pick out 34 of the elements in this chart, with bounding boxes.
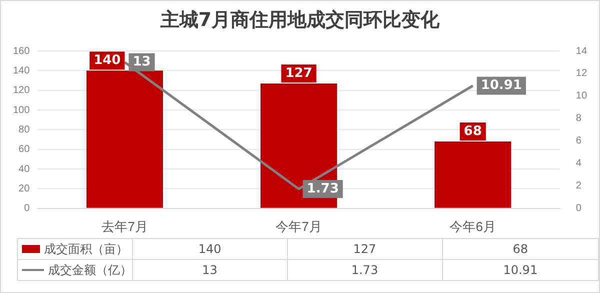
x-tick-label: 今年6月 — [450, 218, 496, 234]
annotation: 1.73 — [306, 181, 339, 196]
chart-title: 主城7月商住用地成交同环比变化 — [159, 8, 441, 33]
y-tick-label: 160 — [12, 46, 30, 57]
y2-tick-label: 12 — [576, 68, 588, 80]
annotation: 68 — [464, 124, 482, 139]
x-tick-label: 去年7月 — [102, 218, 148, 234]
y-tick-label: 120 — [12, 85, 30, 96]
y2-tick-label: 8 — [576, 113, 582, 124]
y2-tick-label: 10 — [576, 90, 588, 102]
y-tick-label: 140 — [12, 65, 30, 76]
legend-label: 成交金额（亿） — [18, 260, 132, 280]
annotation: 140 — [94, 53, 121, 68]
y-tick-label: 60 — [18, 144, 30, 156]
data-label: 10.91 — [442, 260, 598, 280]
data-label: 1.73 — [287, 260, 442, 280]
y2-tick-label: 14 — [576, 46, 588, 57]
y-tick-label: 20 — [18, 183, 30, 194]
data-label: 127 — [287, 238, 442, 260]
y-tick-label: 0 — [24, 203, 30, 214]
y2-tick-label: 2 — [576, 180, 582, 192]
y2-tick-label: 4 — [576, 158, 582, 170]
annotation: 10.91 — [480, 78, 522, 94]
data-label: 68 — [442, 238, 598, 260]
data-label: 13 — [132, 260, 288, 280]
y-tick-label: 100 — [12, 104, 30, 116]
y-tick-label: 80 — [18, 124, 30, 136]
x-tick-label: 今年7月 — [276, 218, 322, 234]
legend-label: 成交面积（亩） — [18, 238, 132, 260]
annotation: 127 — [285, 66, 312, 81]
data-label: 140 — [132, 238, 288, 260]
y2-tick-label: 0 — [576, 203, 582, 214]
y2-tick-label: 6 — [576, 136, 582, 147]
y-tick-label: 40 — [18, 164, 30, 175]
